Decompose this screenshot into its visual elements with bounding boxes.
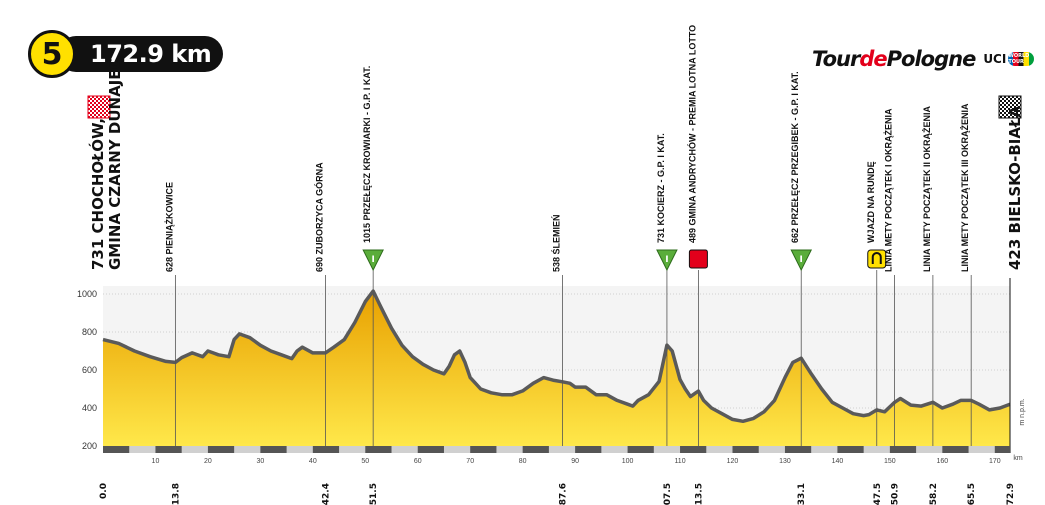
point-label: 1015 PRZEŁĘCZ KROWIARKI - G.P. I KAT.: [362, 66, 372, 243]
tour-de-pologne-logo: TourdePologne UCI WORLD TOUR: [812, 46, 1035, 72]
x-tick-label: 40: [309, 458, 317, 465]
point-label: LINIA METY POCZĄTEK II OKRĄŻENIA: [922, 105, 932, 272]
x-tick-label: 100: [622, 458, 634, 465]
x-axis-band-segment: [784, 446, 812, 453]
point-label: 489 GMINA ANDRYCHÓW - PREMIA LOTNA LOTTO: [686, 25, 697, 243]
x-axis-band-segment: [889, 446, 917, 453]
x-axis-label: km: [1013, 455, 1023, 462]
km-marker-label: 107.5: [663, 483, 673, 505]
elevation-line: [102, 289, 1011, 424]
start-flag-icon: [87, 95, 111, 119]
x-tick-label: 90: [571, 458, 579, 465]
km-marker-label: 150.9: [891, 483, 901, 505]
point-label: WJAZD NA RUNDĘ: [866, 161, 876, 243]
kom-category-icon: I: [371, 255, 374, 265]
x-axis-band-segment: [627, 446, 654, 453]
km-marker-label: 13.8: [171, 483, 181, 505]
x-axis-band: [103, 446, 1010, 453]
x-axis-band-segment: [680, 446, 707, 453]
circuit-loop-icon: [871, 252, 882, 264]
km-marker-label: 42.4: [321, 483, 331, 505]
x-tick-label: 30: [256, 458, 264, 465]
point-label: 690 ZUBORZYCA GÓRNA: [313, 162, 324, 272]
uci-logo: UCI: [983, 52, 1007, 66]
km-marker-label: 165.5: [967, 483, 977, 505]
x-axis-band-segment: [470, 446, 497, 453]
point-label: 628 PIENIĄŻKOWICE: [164, 182, 174, 272]
y-tick-label: 600: [82, 365, 97, 375]
kom-icon: [362, 249, 384, 272]
x-tick-label: 50: [361, 458, 369, 465]
km-marker-label: 147.5: [873, 483, 883, 505]
x-axis-band-segment: [155, 446, 182, 453]
km-marker-label: 172.9: [1006, 483, 1016, 505]
x-tick-label: 20: [204, 458, 212, 465]
y-axis-label: m n.p.m.: [1019, 398, 1026, 425]
point-label: 538 ŚLEMIEŃ: [551, 214, 562, 272]
stage-distance: 172.9 km: [58, 36, 223, 72]
finish-label: 423 BIELSKO-BIAŁA: [1006, 105, 1024, 270]
x-axis-band-segment: [837, 446, 864, 453]
x-tick-label: 80: [519, 458, 527, 465]
stage-badge: 5 172.9 km: [28, 30, 228, 78]
y-tick-label: 1000: [77, 289, 97, 299]
x-tick-label: 110: [674, 458, 685, 465]
km-marker-label: 158.2: [929, 483, 939, 505]
x-tick-label: 70: [466, 458, 474, 465]
x-axis-band-segment: [417, 446, 444, 453]
kom-icon: [656, 249, 678, 272]
x-axis-band-segment: [260, 446, 287, 453]
point-label: 731 KOCIERZ - G.P. I KAT.: [656, 133, 666, 243]
logo-wordmark: TourdePologne: [812, 47, 976, 71]
x-tick-label: 120: [727, 458, 739, 465]
start-label-line2: GMINA CZARNY DUNAJEC: [106, 58, 124, 270]
elevation-area: [103, 291, 1010, 446]
km-marker-label: 113.5: [694, 483, 704, 505]
x-tick-label: 60: [414, 458, 422, 465]
km-marker-label: 51.5: [369, 483, 379, 505]
stage-number: 5: [28, 30, 76, 78]
x-tick-label: 10: [152, 458, 160, 465]
km-marker-label: 0.0: [99, 483, 109, 499]
km-marker-label: 133.1: [797, 483, 807, 505]
y-tick-label: 800: [82, 327, 97, 337]
point-label: LINIA METY POCZĄTEK III OKRĄŻENIA: [960, 103, 970, 272]
y-tick-label: 200: [82, 441, 97, 451]
x-tick-label: 130: [779, 458, 791, 465]
x-axis-band-segment: [365, 446, 392, 453]
x-axis-band-segment: [207, 446, 235, 453]
kom-category-icon: I: [665, 255, 668, 265]
x-axis-band-segment: [942, 446, 969, 453]
km-marker-label: 87.6: [559, 483, 569, 505]
world-tour-logo: WORLD TOUR: [1008, 52, 1035, 66]
kom-category-icon: I: [800, 255, 803, 265]
kom-icon: [790, 249, 813, 272]
finish-flag-icon: [998, 95, 1022, 119]
x-axis-band-segment: [994, 446, 1010, 453]
x-axis-band-segment: [312, 446, 340, 453]
y-tick-label: 400: [82, 403, 97, 413]
point-label: 662 PRZEŁĘCZ PRZEGIBEK - G.P. I KAT.: [790, 71, 800, 243]
x-axis-band-segment: [103, 446, 130, 453]
x-tick-label: 140: [832, 458, 844, 465]
x-axis-band-segment: [522, 446, 549, 453]
x-tick-label: 150: [884, 458, 896, 465]
x-tick-label: 160: [936, 458, 948, 465]
start-label: 731 CHOCHOŁÓW,: [88, 118, 107, 270]
x-axis-band-segment: [575, 446, 602, 453]
x-tick-label: 170: [989, 458, 1001, 465]
point-label: LINIA METY POCZĄTEK I OKRĄŻENIA: [884, 108, 894, 272]
sprint-icon: [688, 249, 708, 269]
x-axis-band-segment: [732, 446, 759, 453]
